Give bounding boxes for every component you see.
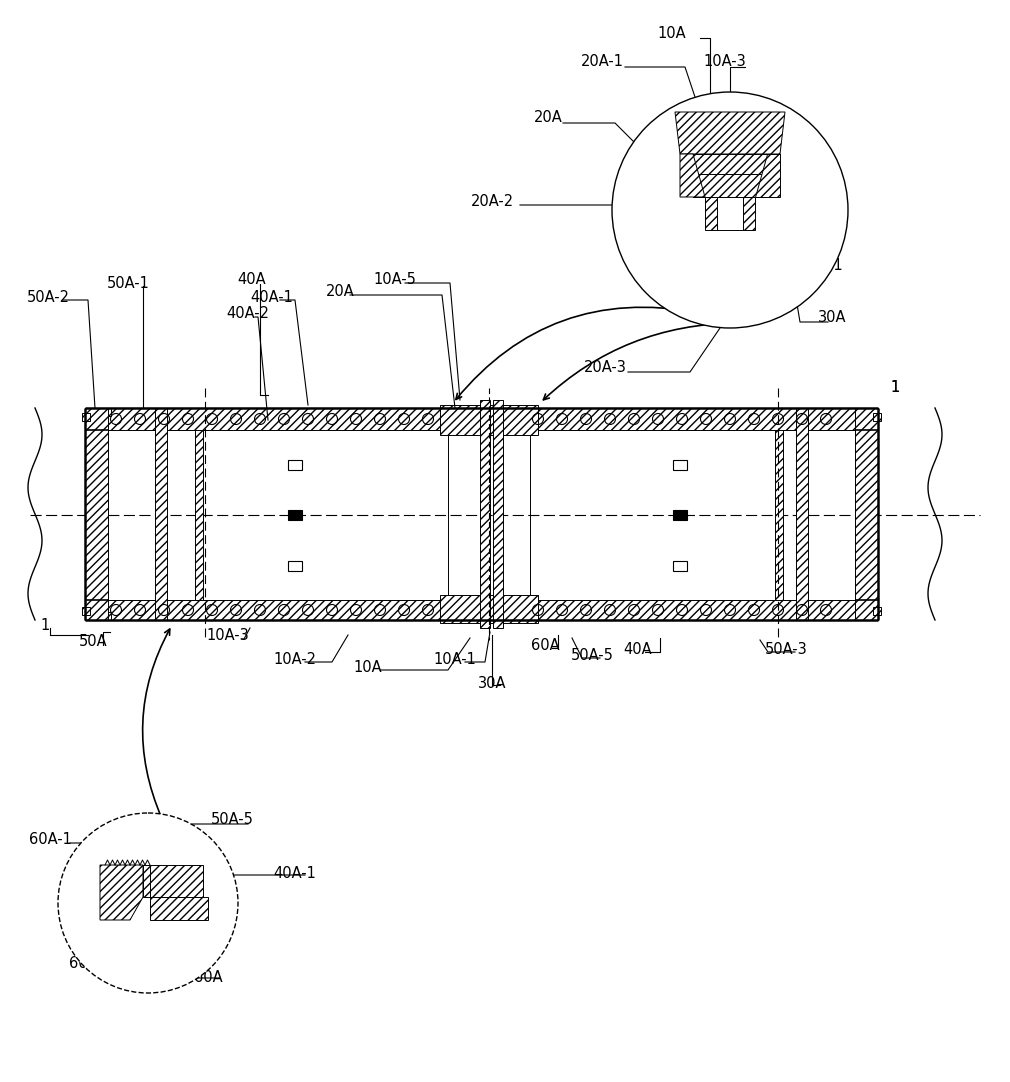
Polygon shape xyxy=(195,430,203,601)
Circle shape xyxy=(612,92,848,328)
Polygon shape xyxy=(85,612,111,620)
Bar xyxy=(717,197,743,230)
Polygon shape xyxy=(440,405,538,435)
Text: 20A-3: 20A-3 xyxy=(584,360,626,375)
Polygon shape xyxy=(873,607,881,615)
Polygon shape xyxy=(493,400,503,628)
Polygon shape xyxy=(873,413,881,421)
Text: 60A-2: 60A-2 xyxy=(69,955,111,971)
Polygon shape xyxy=(743,197,755,230)
Text: 40A: 40A xyxy=(624,643,652,658)
Text: 30A: 30A xyxy=(478,675,506,690)
Polygon shape xyxy=(150,865,203,897)
Text: 50A-5: 50A-5 xyxy=(210,813,254,828)
Bar xyxy=(673,460,687,470)
Polygon shape xyxy=(855,408,878,620)
Text: 10A-3: 10A-3 xyxy=(704,54,746,69)
Text: 50A: 50A xyxy=(79,634,107,649)
Polygon shape xyxy=(100,865,143,920)
Polygon shape xyxy=(143,865,150,897)
Polygon shape xyxy=(85,601,448,620)
Text: 10A-2: 10A-2 xyxy=(274,652,316,668)
Text: 60A: 60A xyxy=(530,638,560,654)
Polygon shape xyxy=(82,413,90,421)
Text: 1: 1 xyxy=(891,381,900,396)
Polygon shape xyxy=(85,408,448,430)
Polygon shape xyxy=(680,154,780,174)
Text: 50A-5: 50A-5 xyxy=(571,648,613,663)
Text: 40A-1: 40A-1 xyxy=(250,290,294,304)
Polygon shape xyxy=(85,408,108,620)
Text: 40A-1: 40A-1 xyxy=(274,866,316,881)
Text: 40A: 40A xyxy=(237,273,267,288)
Polygon shape xyxy=(480,400,490,628)
Polygon shape xyxy=(675,113,785,154)
Text: 50A-2: 50A-2 xyxy=(26,290,70,305)
Bar xyxy=(673,510,687,520)
Polygon shape xyxy=(530,408,878,430)
Text: 10A-1: 10A-1 xyxy=(433,652,477,668)
Text: 50A-3: 50A-3 xyxy=(765,643,807,658)
Text: 60A: 60A xyxy=(194,971,222,986)
Text: 1: 1 xyxy=(891,381,900,396)
Text: 10A: 10A xyxy=(658,26,687,40)
Bar xyxy=(288,510,302,520)
Text: 10A-3: 10A-3 xyxy=(207,629,249,644)
Polygon shape xyxy=(85,408,111,415)
Text: 30A: 30A xyxy=(818,311,846,326)
Text: 60A-1: 60A-1 xyxy=(28,832,72,847)
Polygon shape xyxy=(775,430,783,601)
Polygon shape xyxy=(796,408,808,620)
Bar xyxy=(530,430,855,601)
Polygon shape xyxy=(440,595,538,623)
Polygon shape xyxy=(680,154,705,197)
Polygon shape xyxy=(705,197,717,230)
Text: 20A: 20A xyxy=(533,110,563,126)
Text: 40A: 40A xyxy=(816,211,844,225)
Polygon shape xyxy=(150,897,208,920)
Text: 1: 1 xyxy=(40,618,49,633)
Polygon shape xyxy=(755,154,780,197)
Text: 10A: 10A xyxy=(354,660,383,675)
Text: 20A-2: 20A-2 xyxy=(471,195,513,210)
Text: 40A-2: 40A-2 xyxy=(226,306,270,321)
Text: 20A-1: 20A-1 xyxy=(581,54,623,69)
Bar xyxy=(108,430,448,601)
Bar xyxy=(288,560,302,571)
Text: 10A-5: 10A-5 xyxy=(374,273,416,288)
Polygon shape xyxy=(530,601,878,620)
Polygon shape xyxy=(155,408,167,620)
Text: 20A: 20A xyxy=(325,285,355,300)
Text: 50A-1: 50A-1 xyxy=(107,276,149,290)
Polygon shape xyxy=(693,174,767,197)
Polygon shape xyxy=(82,607,90,615)
Circle shape xyxy=(58,813,238,993)
Bar xyxy=(673,560,687,571)
Bar xyxy=(288,460,302,470)
Text: 30A-1: 30A-1 xyxy=(801,258,843,273)
